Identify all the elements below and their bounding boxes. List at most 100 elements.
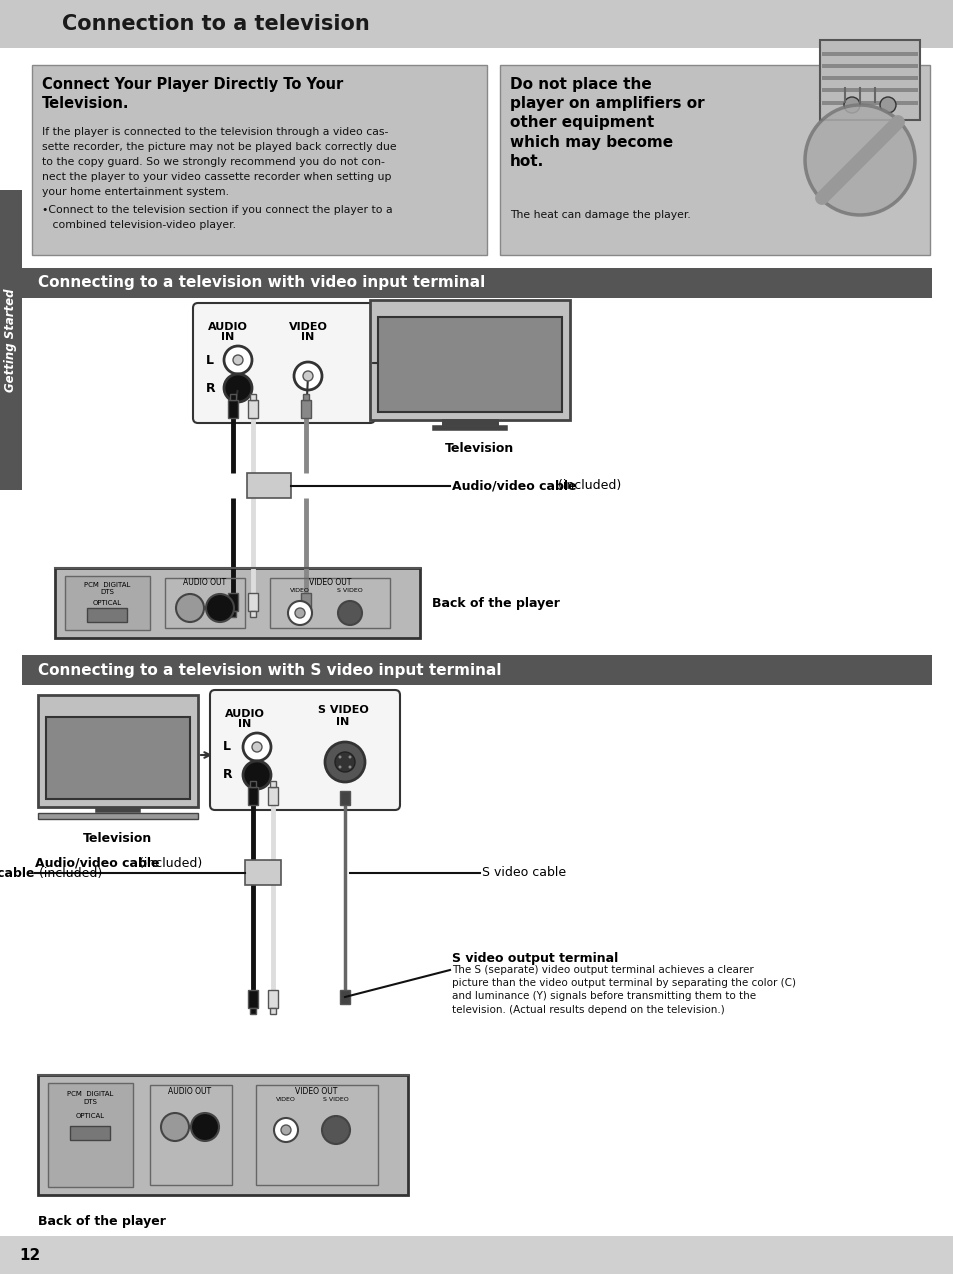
Text: OPTICAL: OPTICAL [75, 1113, 105, 1119]
Circle shape [322, 1116, 350, 1144]
Text: Television: Television [445, 442, 514, 455]
Circle shape [206, 594, 233, 622]
Text: VIDEO: VIDEO [275, 1097, 295, 1102]
Circle shape [243, 761, 271, 789]
Text: Do not place the
player on amplifiers or
other equipment
which may become
hot.: Do not place the player on amplifiers or… [510, 76, 704, 168]
Text: Connect Your Player Directly To Your
Television.: Connect Your Player Directly To Your Tel… [42, 76, 343, 111]
Circle shape [252, 741, 262, 752]
Bar [821, 88, 917, 92]
Text: IN: IN [221, 333, 234, 341]
Bar [499, 65, 929, 255]
Text: AUDIO: AUDIO [225, 710, 265, 719]
Text: IN: IN [238, 719, 252, 729]
Circle shape [288, 601, 312, 626]
Bar [270, 578, 390, 628]
Text: Getting Started: Getting Started [5, 288, 17, 391]
Circle shape [243, 733, 271, 761]
Circle shape [843, 97, 859, 113]
Circle shape [338, 766, 341, 768]
Bar [820, 39, 919, 120]
Text: to the copy guard. So we strongly recommend you do not con-: to the copy guard. So we strongly recomm… [42, 157, 384, 167]
Text: •Connect to the television section if you connect the player to a: •Connect to the television section if yo… [42, 205, 393, 215]
Text: IN: IN [336, 717, 349, 727]
Circle shape [337, 601, 361, 626]
Bar [339, 990, 350, 1004]
Text: S video cable: S video cable [481, 866, 565, 879]
Text: PCM  DIGITAL
DTS: PCM DIGITAL DTS [84, 582, 130, 595]
Bar [268, 990, 277, 1008]
Bar [32, 65, 486, 255]
Text: The S (separate) video output terminal achieves a clearer
picture than the video: The S (separate) video output terminal a… [452, 964, 795, 1014]
Bar [46, 717, 190, 799]
Text: VIDEO OUT: VIDEO OUT [294, 1087, 336, 1096]
Bar [821, 76, 917, 80]
Bar [339, 791, 350, 805]
Text: AUDIO OUT: AUDIO OUT [169, 1087, 212, 1096]
Bar [248, 592, 257, 612]
Bar [0, 0, 953, 48]
Circle shape [224, 375, 252, 403]
Text: sette recorder, the picture may not be played back correctly due: sette recorder, the picture may not be p… [42, 141, 396, 152]
Circle shape [191, 1113, 219, 1142]
Text: Back of the player: Back of the player [432, 596, 559, 609]
Circle shape [804, 104, 914, 215]
Bar [230, 394, 235, 400]
Circle shape [175, 594, 204, 622]
Text: nect the player to your video cassette recorder when setting up: nect the player to your video cassette r… [42, 172, 391, 182]
Circle shape [335, 752, 355, 772]
Text: 12: 12 [19, 1247, 41, 1263]
Text: Back of the player: Back of the player [38, 1215, 166, 1228]
Bar [377, 317, 561, 412]
Text: AUDIO OUT: AUDIO OUT [183, 578, 226, 587]
Text: Connection to a television: Connection to a television [62, 14, 370, 34]
Bar [22, 655, 931, 685]
Text: VIDEO: VIDEO [288, 322, 327, 333]
Bar [230, 612, 235, 617]
Text: R: R [206, 381, 215, 395]
Text: If the player is connected to the television through a video cas-: If the player is connected to the televi… [42, 127, 388, 138]
Text: S VIDEO: S VIDEO [317, 705, 368, 715]
Bar [228, 592, 237, 612]
Bar [250, 612, 255, 617]
Text: (included): (included) [35, 866, 102, 879]
Text: PCM  DIGITAL
DTS: PCM DIGITAL DTS [67, 1091, 113, 1105]
Bar [821, 101, 917, 104]
Circle shape [294, 608, 305, 618]
Bar [301, 592, 311, 612]
Circle shape [224, 347, 252, 375]
Bar [821, 52, 917, 56]
Text: combined television-video player.: combined television-video player. [42, 220, 235, 231]
Bar [55, 568, 419, 638]
Text: S VIDEO: S VIDEO [323, 1097, 349, 1102]
Bar [38, 696, 198, 806]
Text: Audio/video cable: Audio/video cable [452, 479, 576, 493]
Text: (included): (included) [554, 479, 620, 493]
Bar [0, 1236, 953, 1274]
Bar [370, 299, 569, 420]
Bar [248, 400, 257, 418]
Bar [303, 394, 309, 400]
Text: AUDIO: AUDIO [208, 322, 248, 333]
Bar [301, 400, 311, 418]
Circle shape [348, 755, 351, 758]
Bar [48, 1083, 132, 1187]
Text: L: L [206, 353, 213, 367]
FancyBboxPatch shape [193, 303, 375, 423]
Circle shape [294, 362, 322, 390]
FancyBboxPatch shape [210, 691, 399, 810]
Text: IN: IN [301, 333, 314, 341]
Text: Audio/video cable: Audio/video cable [0, 866, 35, 879]
Bar [270, 1008, 275, 1014]
Bar [268, 787, 277, 805]
Bar [255, 1085, 377, 1185]
Bar [0, 190, 22, 490]
Circle shape [274, 1119, 297, 1142]
Bar [821, 64, 917, 68]
Text: R: R [223, 768, 233, 781]
Bar [70, 1126, 110, 1140]
Text: Connecting to a television with S video input terminal: Connecting to a television with S video … [38, 662, 501, 678]
Circle shape [161, 1113, 189, 1142]
Bar [248, 990, 257, 1008]
Text: OPTICAL: OPTICAL [92, 600, 121, 606]
Bar [250, 1008, 255, 1014]
